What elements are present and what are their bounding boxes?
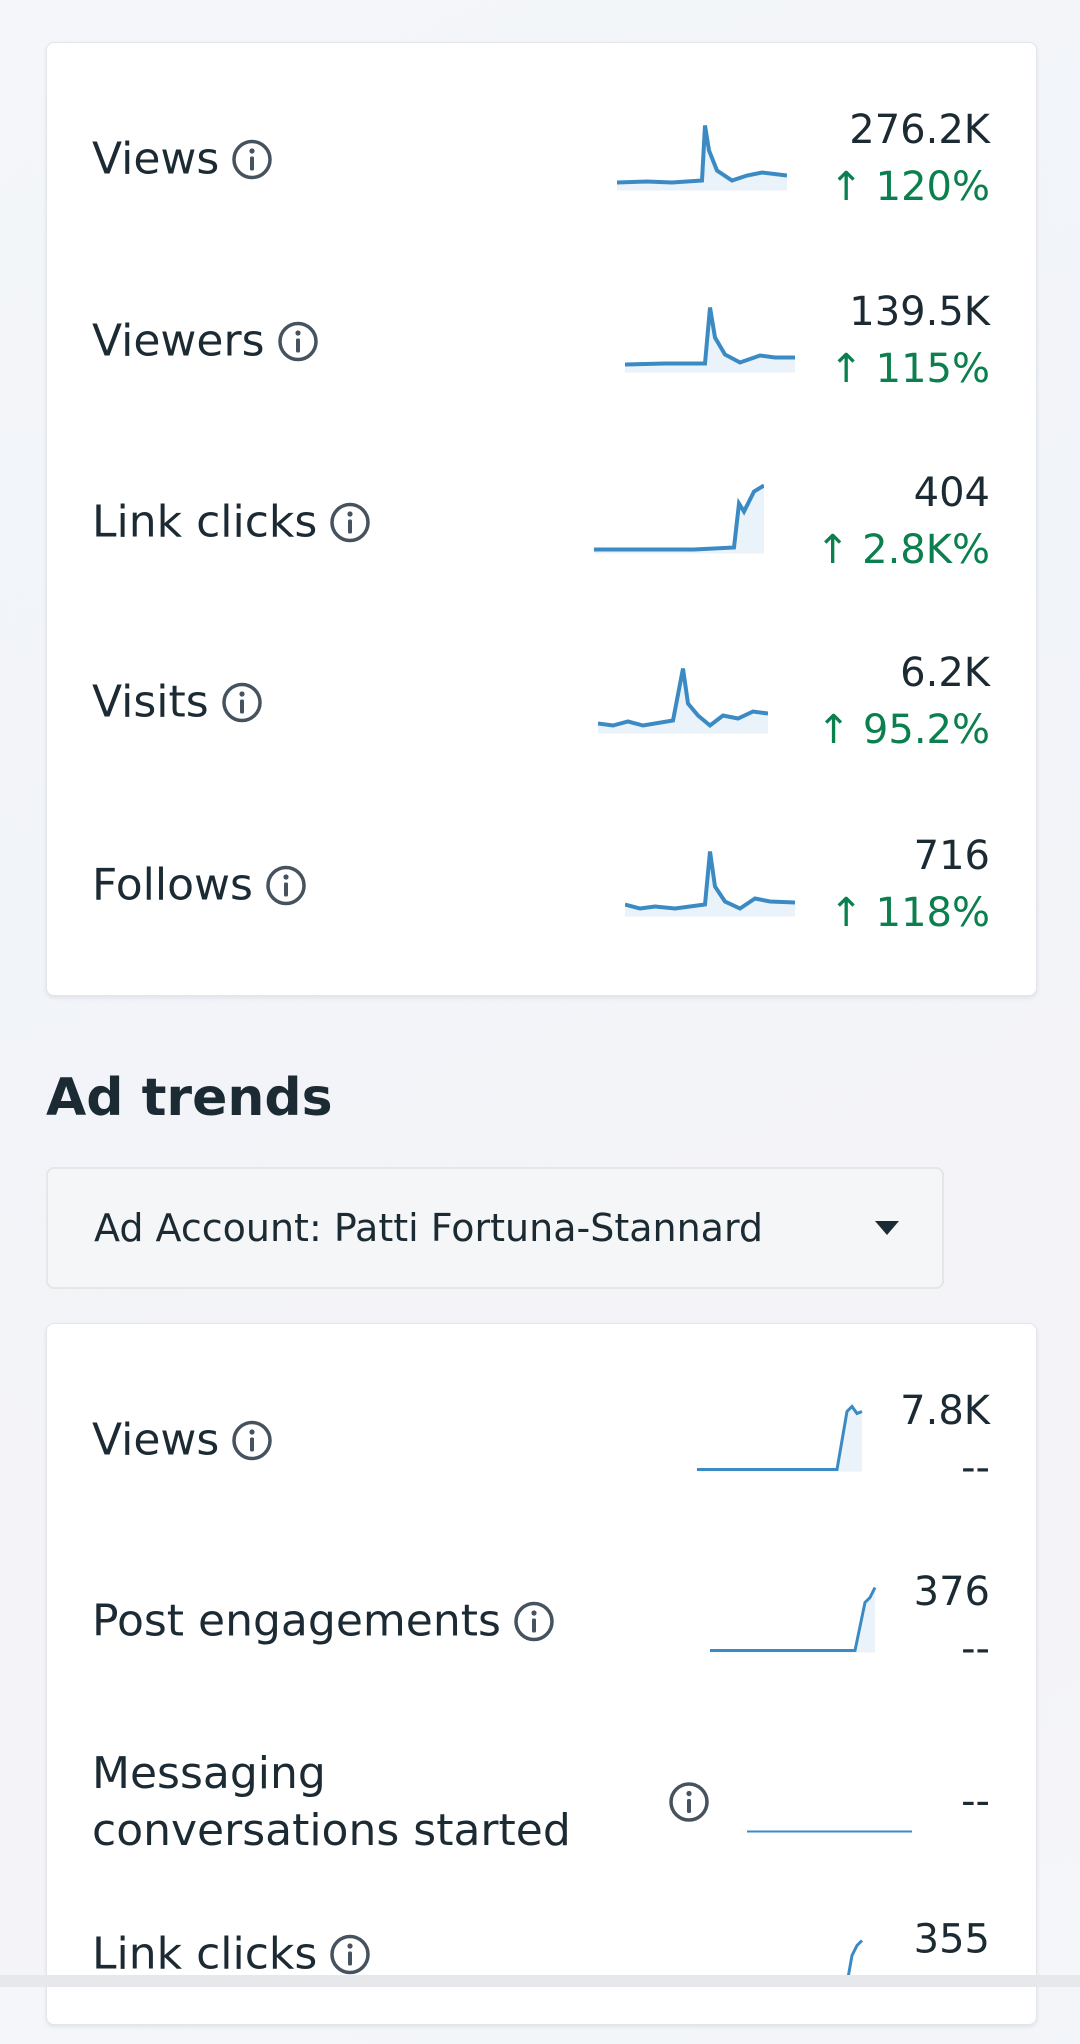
info-icon[interactable] [513,1600,555,1642]
sparkline [747,1830,912,1833]
metric-row[interactable]: Messaging conversations started -- [47,1712,1036,1892]
metric-label: Link clicks [92,1928,318,1980]
info-icon[interactable] [329,1933,371,1975]
sparkline [625,851,795,917]
metric-change: ↑ 120% [829,164,990,210]
metric-value: 355 [913,1916,990,1963]
metric-row[interactable]: Link clicks 404 ↑ 2.8K% [47,432,1036,612]
sparkline [598,668,768,734]
info-icon[interactable] [329,501,371,543]
account-dropdown[interactable]: Ad Account: Patti Fortuna-Stannard [46,1167,944,1289]
sparkline [625,307,795,373]
metric-label: Views [92,133,220,185]
ad-trends-card: Views 7.8K -- Post engagements 376 -- Mess… [46,1323,1037,2025]
metric-change: -- [961,1626,990,1672]
metric-label: Messaging conversations started [92,1748,571,1856]
info-icon[interactable] [231,1419,273,1461]
metric-row[interactable]: Visits 6.2K ↑ 95.2% [47,612,1036,792]
metric-change: ↑ 115% [829,346,990,392]
sparkline [617,125,787,191]
metric-row[interactable]: Post engagements 376 -- [47,1531,1036,1711]
metric-label: Link clicks [92,496,318,548]
info-icon[interactable] [668,1781,710,1823]
section-title: Ad trends [46,1068,333,1128]
metric-change: ↑ 2.8K% [815,527,990,573]
metric-value: 404 [913,470,990,516]
metric-row[interactable]: Views 7.8K -- [47,1350,1036,1530]
metric-value: 376 [913,1569,990,1615]
metric-value: 7.8K [900,1388,990,1434]
metric-change: -- [961,1778,990,1825]
info-icon[interactable] [231,138,273,180]
info-icon[interactable] [265,864,307,906]
metric-value: 716 [913,833,990,879]
metric-change: ↑ 118% [829,890,990,936]
metric-row[interactable]: Link clicks 355 [47,1864,1036,2044]
insights-card: Views 276.2K ↑ 120% Viewers 139.5K ↑ 115% … [46,42,1037,996]
bottom-bar [0,1975,1080,1987]
metric-label: Viewers [92,315,265,367]
metric-value: 276.2K [849,107,990,153]
sparkline [710,1586,877,1653]
metric-value: 6.2K [900,650,990,696]
info-icon[interactable] [277,320,319,362]
sparkline [594,483,764,554]
metric-row[interactable]: Viewers 139.5K ↑ 115% [47,251,1036,431]
sparkline [845,1939,864,1984]
metric-label: Views [92,1414,220,1466]
caret-icon [875,1221,899,1235]
dropdown-label: Ad Account: Patti Fortuna-Stannard [94,1206,764,1250]
metric-value: 139.5K [849,289,990,335]
info-icon[interactable] [221,681,263,723]
metric-change: ↑ 95.2% [816,707,990,753]
metric-row[interactable]: Follows 716 ↑ 118% [47,795,1036,975]
metric-label: Post engagements [92,1595,501,1647]
metric-row[interactable]: Views 276.2K ↑ 120% [47,69,1036,249]
metric-change: -- [961,1445,990,1491]
sparkline [697,1404,863,1472]
metric-label: Follows [92,859,253,911]
metric-label: Visits [92,676,209,728]
